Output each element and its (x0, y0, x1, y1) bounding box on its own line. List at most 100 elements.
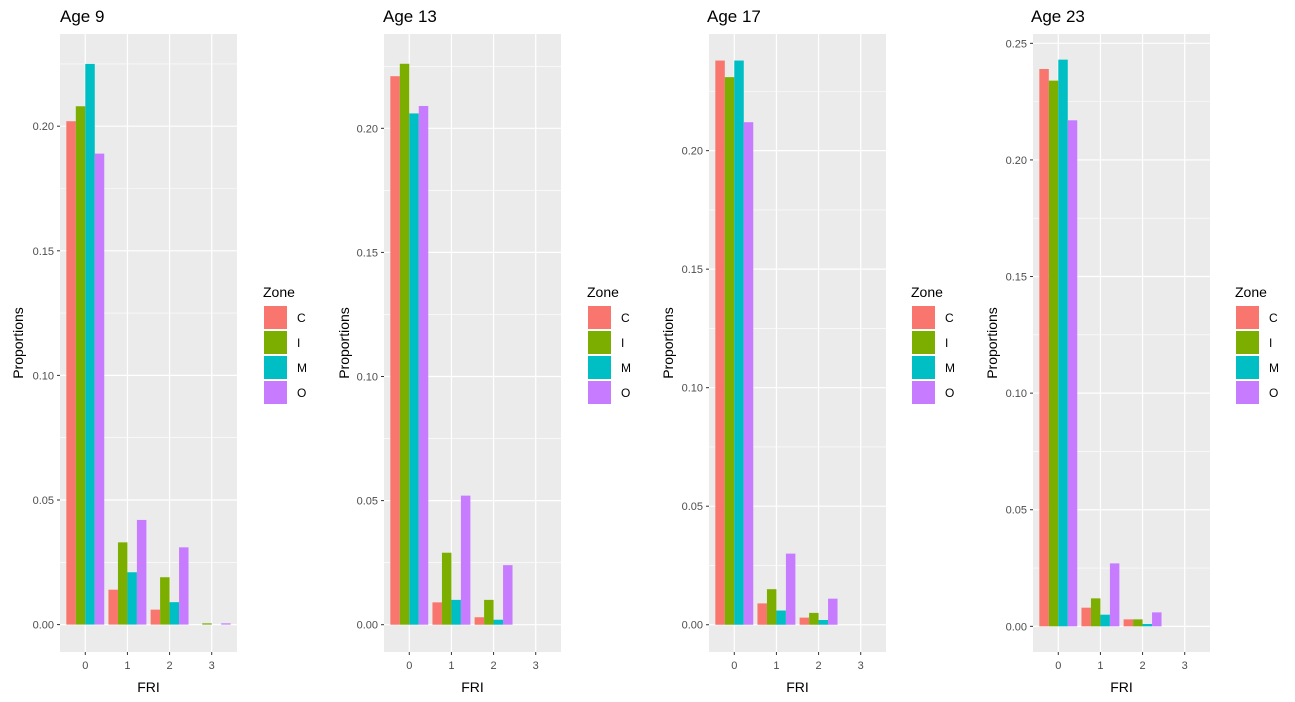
x-tick-label: 1 (773, 660, 779, 672)
legend-key-c (1236, 306, 1259, 329)
bar-m-fri-1 (1100, 614, 1110, 627)
bar-o-fri-0 (418, 105, 429, 625)
y-tick-label: 0.15 (357, 247, 378, 259)
legend-key-m (264, 356, 287, 379)
legend-key-m (912, 356, 935, 379)
legend-label-o: O (945, 386, 954, 400)
x-tick-label: 2 (1140, 660, 1146, 672)
y-tick-label: 0.00 (682, 620, 703, 632)
bar-c-fri-2 (799, 617, 810, 625)
chart-title: Age 23 (1031, 7, 1085, 26)
bar-o-fri-2 (503, 565, 513, 625)
bar-c-fri-1 (432, 602, 442, 625)
legend-label-m: M (1269, 361, 1279, 375)
y-tick-label: 0.05 (682, 501, 703, 513)
bar-o-fri-0 (1067, 120, 1078, 627)
y-tick-label: 0.15 (1006, 272, 1027, 284)
y-tick-label: 0.10 (682, 383, 703, 395)
y-tick-label: 0.10 (1006, 388, 1027, 400)
x-axis-label: FRI (1110, 679, 1133, 695)
x-tick-label: 0 (82, 660, 88, 672)
x-tick-label: 2 (491, 660, 497, 672)
legend-label-c: C (945, 311, 954, 325)
bar-i-fri-3 (202, 623, 212, 625)
bar-m-fri-0 (409, 113, 419, 625)
y-tick-label: 0.10 (33, 370, 54, 382)
bar-c-fri-0 (66, 121, 76, 625)
bar-i-fri-0 (399, 63, 410, 625)
y-tick-label: 0.05 (1006, 505, 1027, 517)
facet-3: 0.00 0.05 0.10 0.15 0.20 0 1 2 3 Age 17 FRI Proport… (660, 7, 955, 695)
bar-i-fri-0 (1048, 80, 1059, 627)
chart-title: Age 9 (60, 7, 104, 26)
legend-title: Zone (1235, 284, 1267, 300)
y-tick-label: 0.25 (1006, 38, 1027, 50)
legend-key-i (912, 331, 935, 354)
legend-key-o (588, 381, 611, 404)
y-axis-label: Proportions (660, 307, 676, 379)
x-tick-label: 3 (533, 660, 539, 672)
bar-m-fri-2 (493, 619, 504, 625)
y-axis-label: Proportions (10, 307, 26, 379)
legend-title: Zone (263, 284, 295, 300)
legend-key-m (588, 356, 611, 379)
bar-o-fri-2 (179, 547, 189, 625)
bar-i-fri-1 (1090, 598, 1101, 627)
legend-label-i: I (297, 336, 300, 350)
bar-c-fri-1 (108, 589, 118, 625)
bar-c-fri-0 (715, 60, 725, 625)
y-axis-label: Proportions (984, 307, 1000, 379)
x-tick-label: 0 (406, 660, 412, 672)
legend-label-c: C (621, 311, 630, 325)
y-tick-label: 0.00 (1006, 621, 1027, 633)
bar-i-fri-1 (441, 552, 452, 625)
legend-key-c (588, 306, 611, 329)
bar-i-fri-1 (766, 589, 777, 625)
chart-title: Age 13 (383, 7, 437, 26)
bar-o-fri-1 (1109, 563, 1120, 627)
x-tick-label: 2 (167, 660, 173, 672)
bar-c-fri-0 (1039, 68, 1049, 627)
bar-i-fri-2 (484, 599, 494, 625)
legend-key-o (912, 381, 935, 404)
y-tick-label: 0.15 (682, 264, 703, 276)
legend-key-i (1236, 331, 1259, 354)
bar-m-fri-2 (1142, 624, 1153, 627)
legend-key-o (1236, 381, 1259, 404)
y-tick-label: 0.20 (682, 146, 703, 158)
legend-label-m: M (621, 361, 631, 375)
x-tick-label: 1 (1097, 660, 1103, 672)
legend-label-m: M (945, 361, 955, 375)
bar-m-fri-0 (734, 60, 744, 625)
legend-label-c: C (1269, 311, 1278, 325)
legend-key-m (1236, 356, 1259, 379)
bar-m-fri-1 (451, 599, 461, 625)
legend-label-m: M (297, 361, 307, 375)
legend-key-c (912, 306, 935, 329)
bar-m-fri-0 (85, 63, 95, 625)
legend-title: Zone (587, 284, 619, 300)
x-tick-label: 3 (858, 660, 864, 672)
y-tick-label: 0.00 (33, 620, 54, 632)
x-tick-label: 0 (731, 660, 737, 672)
bar-c-fri-0 (390, 76, 400, 625)
bar-i-fri-2 (809, 612, 819, 625)
legend-key-o (264, 381, 287, 404)
bar-o-fri-2 (828, 598, 838, 625)
legend-label-i: I (945, 336, 948, 350)
x-tick-label: 1 (124, 660, 130, 672)
x-tick-label: 1 (448, 660, 454, 672)
legend-label-c: C (297, 311, 306, 325)
x-axis-label: FRI (786, 679, 809, 695)
y-tick-label: 0.15 (33, 246, 54, 258)
y-tick-label: 0.05 (33, 495, 54, 507)
bar-m-fri-1 (776, 610, 786, 625)
bar-i-fri-2 (160, 577, 170, 625)
legend-title: Zone (911, 284, 943, 300)
legend-label-o: O (1269, 386, 1278, 400)
bar-m-fri-2 (169, 602, 180, 625)
bar-c-fri-1 (1081, 607, 1091, 627)
bar-o-fri-1 (785, 553, 796, 625)
